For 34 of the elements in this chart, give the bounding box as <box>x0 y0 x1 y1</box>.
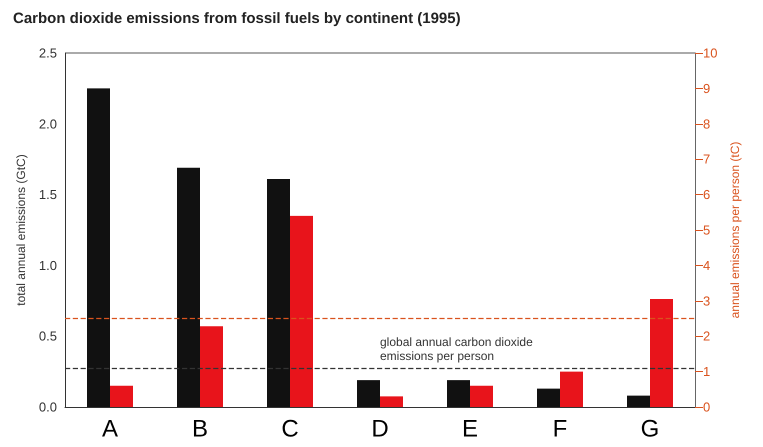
x-tick-label: C <box>281 416 299 442</box>
x-tick-label: E <box>462 416 478 442</box>
y2-tick-label: 9 <box>703 80 710 96</box>
y-tick-label: 0.5 <box>38 328 57 344</box>
bar <box>357 380 380 407</box>
bar <box>627 396 650 407</box>
ref-line-label: global annual carbon dioxide emissions per person <box>380 335 534 364</box>
x-tick-label: F <box>552 416 568 442</box>
y2-tick-label: 2 <box>703 328 710 344</box>
y-tick-label: 1.0 <box>38 258 57 273</box>
y2-tick-label: 10 <box>703 46 718 60</box>
y-axis-title: total annual emissions (GtC) <box>14 154 28 306</box>
bar <box>110 386 133 407</box>
y2-tick-label: 5 <box>703 222 710 238</box>
y2-axis-title: annual emissions per person (tC) <box>728 142 742 318</box>
chart-title: Carbon dioxide emissions from fossil fuels by continent (1995) <box>13 10 461 27</box>
bar <box>87 88 110 407</box>
y-tick-label: 0.0 <box>38 400 57 414</box>
x-tick-label: A <box>102 416 118 442</box>
y-tick-label: 1.5 <box>38 187 57 202</box>
y-tick-label: 2.0 <box>38 116 57 132</box>
y2-tick-label: 1 <box>703 364 710 380</box>
y2-tick-label: 3 <box>703 293 710 308</box>
x-tick-label: G <box>640 416 660 442</box>
y2-tick-label: 4 <box>703 258 710 273</box>
y2-tick-label: 8 <box>703 116 710 132</box>
x-tick-label: B <box>192 416 208 442</box>
bar <box>177 168 200 407</box>
y2-tick-label: 6 <box>703 187 710 202</box>
y2-tick-label: 0 <box>703 400 710 414</box>
x-tick-label: D <box>371 416 389 442</box>
y-tick-label: 2.5 <box>38 46 57 60</box>
bar <box>650 299 673 407</box>
y2-tick-label: 7 <box>703 152 710 167</box>
